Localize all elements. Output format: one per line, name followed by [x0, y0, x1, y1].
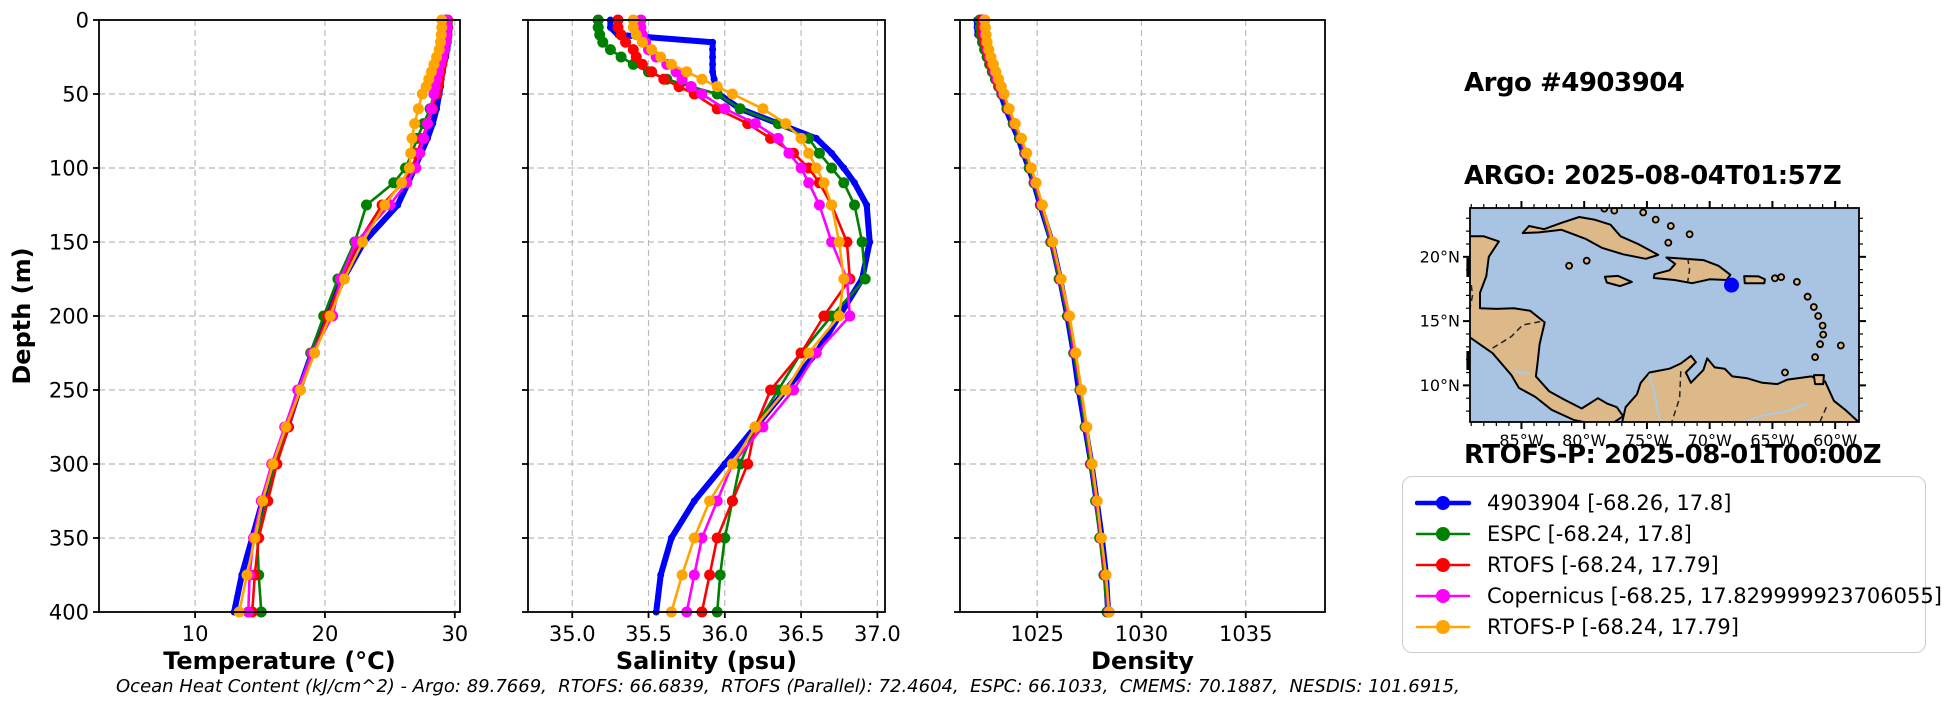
salinity-xtick-label: 36.5: [778, 622, 825, 646]
legend-marker-copernicus: [1415, 588, 1471, 603]
density-panel: 1025 1030 1035 Density: [954, 14, 1326, 675]
salinity-xtick-label: 35.5: [625, 622, 672, 646]
legend-label-espc: ESPC [-68.24, 17.8]: [1487, 521, 1692, 546]
legend-marker-rtofsp: [1415, 619, 1471, 634]
map-ticks: [1463, 201, 1866, 429]
legend-label-rtofsp: RTOFS-P [-68.24, 17.79]: [1487, 614, 1739, 639]
depth-axis-title: Depth (m): [8, 247, 36, 384]
legend-label-argo: 4903904 [-68.26, 17.8]: [1487, 490, 1732, 515]
map-lon-label: 65°W: [1750, 431, 1794, 450]
map-lat-label: 15°N: [1420, 312, 1460, 331]
legend-box: 4903904 [-68.26, 17.8] ESPC [-68.24, 17.8…: [1402, 476, 1942, 653]
salinity-panel: 35.0 35.5 36.0 36.5 37.0 Salinity (psu): [522, 14, 901, 675]
depth-tick-label: 250: [49, 378, 89, 402]
legend-marker-argo: [1415, 495, 1472, 510]
map-lon-label: 75°W: [1625, 431, 1669, 450]
legend-item-argo: 4903904 [-68.26, 17.8]: [1415, 487, 1911, 518]
salinity-xtick-label: 36.0: [701, 622, 748, 646]
legend-marker-espc: [1415, 526, 1471, 541]
salinity-xtick-label: 37.0: [854, 622, 901, 646]
profile-panels-figure: 10 20 30050100150200250300350400Temperatur…: [8, 8, 1326, 675]
density-ticks: 1025 1030 1035: [954, 19, 1272, 646]
map-lon-label: 70°W: [1688, 431, 1732, 450]
map-lat-label: 10°N: [1420, 376, 1460, 395]
legend-item-espc: ESPC [-68.24, 17.8]: [1415, 518, 1911, 549]
density-grid: [960, 19, 1325, 613]
salinity-ticks: 35.0 35.5 36.0 36.5 37.0: [522, 19, 901, 646]
depth-tick-label: 0: [76, 8, 89, 32]
depth-tick-label: 300: [49, 452, 89, 476]
markers-rtofsp-salinity: [627, 14, 850, 618]
density-xtick-label: 1030: [1115, 622, 1168, 646]
temperature-xtick-label: 20: [312, 622, 339, 646]
temperature-xtick-label: 10: [182, 622, 209, 646]
salinity-xtick-label: 35.0: [549, 622, 596, 646]
legend-label-copernicus: Copernicus [-68.25, 17.829999923706055]: [1487, 583, 1942, 608]
map-borders: [1470, 257, 1828, 422]
density-xtick-label: 1035: [1219, 622, 1272, 646]
legend-item-rtofs: RTOFS [-68.24, 17.79]: [1415, 549, 1911, 580]
temperature-xtick-label: 30: [441, 622, 468, 646]
depth-tick-label: 50: [62, 82, 89, 106]
rtofsp-timestamp: RTOFS-P: 2025-08-01T00:00Z: [1464, 440, 1882, 470]
salinity-grid: [528, 19, 885, 613]
location-map: 85°W 80°W 75°W 70°W 65°W 60°W 20°N 15°N 10°N: [1420, 201, 1866, 450]
float-title: Argo #4903904: [1464, 68, 1685, 98]
map-rivers: [1513, 370, 1808, 422]
map-lat-label: 20°N: [1420, 247, 1460, 266]
map-lon-label: 85°W: [1499, 431, 1543, 450]
legend-item-copernicus: Copernicus [-68.25, 17.829999923706055]: [1415, 580, 1942, 611]
map-frame: [1469, 207, 1860, 423]
depth-tick-label: 150: [49, 230, 89, 254]
map-lon-label: 60°W: [1813, 431, 1857, 450]
density-xtick-label: 1025: [1010, 622, 1063, 646]
depth-tick-label: 100: [49, 156, 89, 180]
legend-item-rtofsp: RTOFS-P [-68.24, 17.79]: [1415, 611, 1911, 642]
temperature-axis-title: Temperature (°C): [163, 647, 396, 675]
map-lon-label: 80°W: [1562, 431, 1606, 450]
depth-tick-label: 400: [49, 600, 89, 624]
markers-rtofsp-density: [979, 14, 1115, 618]
density-axis-title: Density: [1091, 647, 1194, 675]
markers-rtofsp-temperature: [233, 14, 448, 618]
ocean-heat-content-caption: Ocean Heat Content (kJ/cm^2) - Argo: 89.…: [116, 676, 1460, 697]
temperature-panel: 10 20 30050100150200250300350400Temperatur…: [49, 8, 468, 675]
depth-tick-label: 350: [49, 526, 89, 550]
depth-tick-label: 200: [49, 304, 89, 328]
temperature-grid: [99, 19, 460, 613]
argo-timestamp: ARGO: 2025-08-04T01:57Z: [1464, 161, 1842, 191]
legend-marker-rtofs: [1415, 557, 1471, 572]
salinity-axis-title: Salinity (psu): [616, 647, 797, 675]
legend-label-rtofs: RTOFS [-68.24, 17.79]: [1487, 552, 1719, 577]
float-position-marker: [1724, 277, 1740, 293]
